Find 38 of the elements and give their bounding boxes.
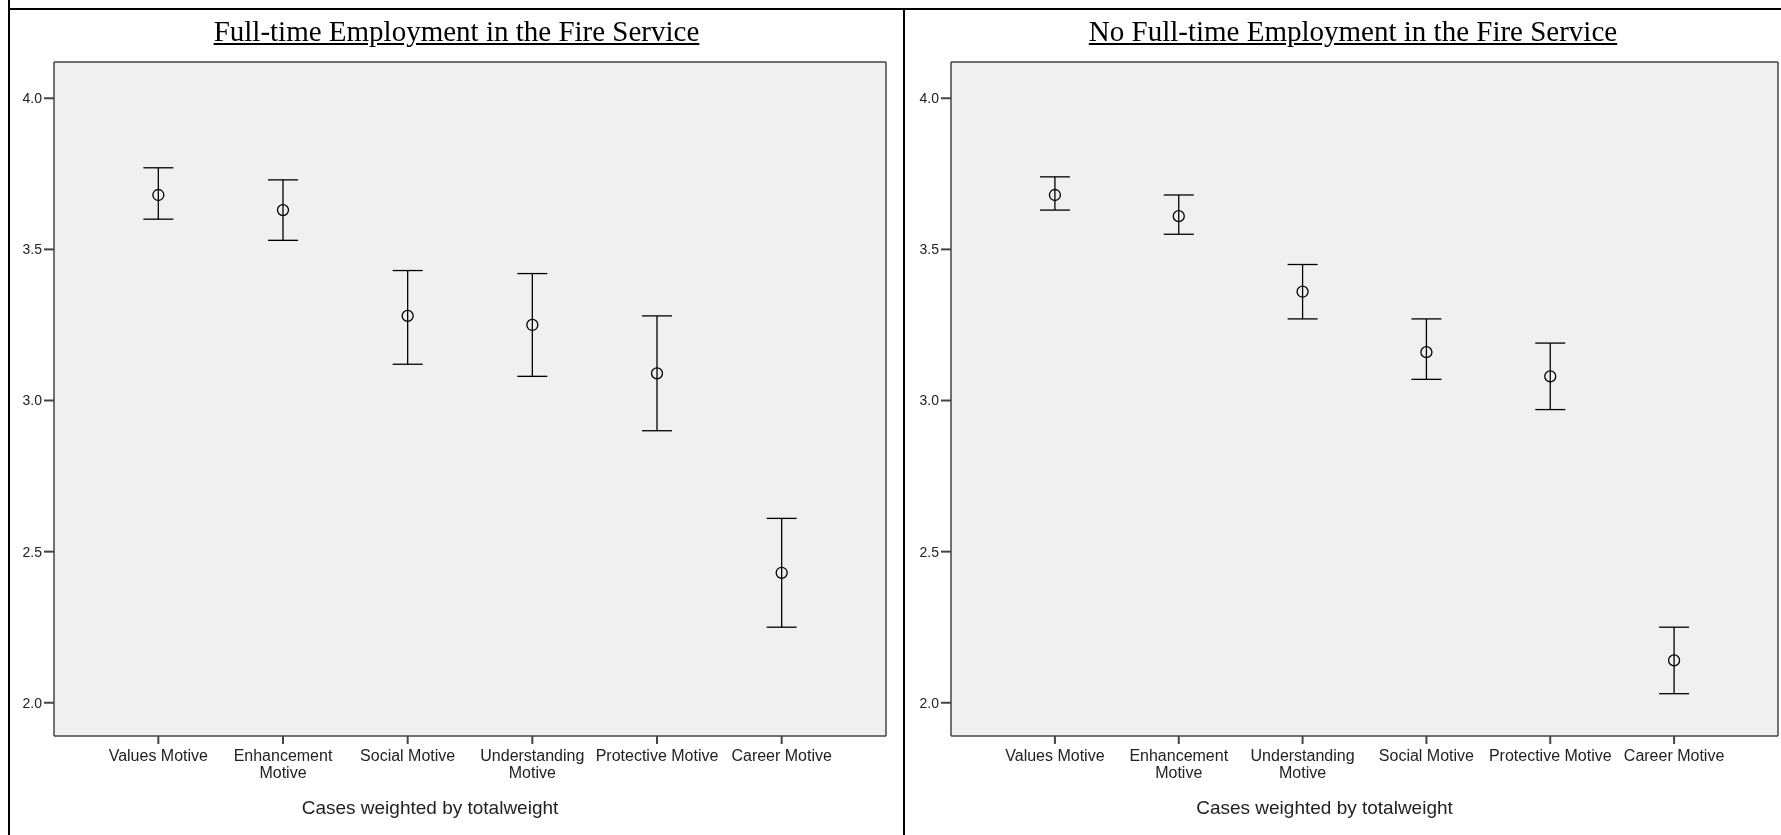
y-tick-label: 3.0 xyxy=(919,392,940,409)
text: Cases weighted by totalweight xyxy=(301,797,559,818)
point xyxy=(401,309,414,323)
point xyxy=(775,566,788,579)
x-tick-label: Enhancement Motive xyxy=(1129,747,1229,781)
x-tick-label: Values Motive xyxy=(108,747,209,765)
y-tick-label: 4.0 xyxy=(919,90,940,107)
point xyxy=(526,318,539,332)
x-tick-label: Social Motive xyxy=(360,747,456,765)
x-tick-label: Career Motive xyxy=(1623,747,1725,765)
y-tick-label: 2.5 xyxy=(22,543,43,560)
x-tick-label: Enhancement Motive xyxy=(233,747,333,781)
x-tick-label: Social Motive xyxy=(1378,747,1475,765)
x-tick-label: Career Motive xyxy=(731,747,832,765)
point xyxy=(152,188,165,202)
point xyxy=(1296,285,1309,298)
x-tick-label: Understanding Motive xyxy=(1250,747,1355,781)
chart-title: No Full-time Employment in the Fire Service xyxy=(1088,15,1618,47)
x-tick-label: Protective Motive xyxy=(1488,747,1612,765)
point xyxy=(1048,188,1062,202)
point xyxy=(1544,370,1557,383)
chart-title: Full-time Employment in the Fire Service xyxy=(213,15,700,47)
y-tick-label: 3.5 xyxy=(919,241,940,258)
point xyxy=(1172,209,1185,223)
text: Cases weighted by totalweight xyxy=(1196,797,1453,818)
point xyxy=(1420,346,1433,359)
y-tick-label: 4.0 xyxy=(22,90,43,107)
point xyxy=(276,203,290,217)
x-tick-label: Values Motive xyxy=(1005,747,1105,765)
y-tick-label: 3.5 xyxy=(22,241,43,258)
y-tick-label: 2.5 xyxy=(919,543,940,560)
x-tick-label: Protective Motive xyxy=(595,747,719,765)
y-tick-label: 3.0 xyxy=(22,392,43,409)
y-tick-label: 2.0 xyxy=(919,694,940,711)
point xyxy=(650,367,664,380)
y-tick-label: 2.0 xyxy=(22,694,43,711)
point xyxy=(1667,654,1681,667)
x-tick-label: Understanding Motive xyxy=(480,747,585,781)
